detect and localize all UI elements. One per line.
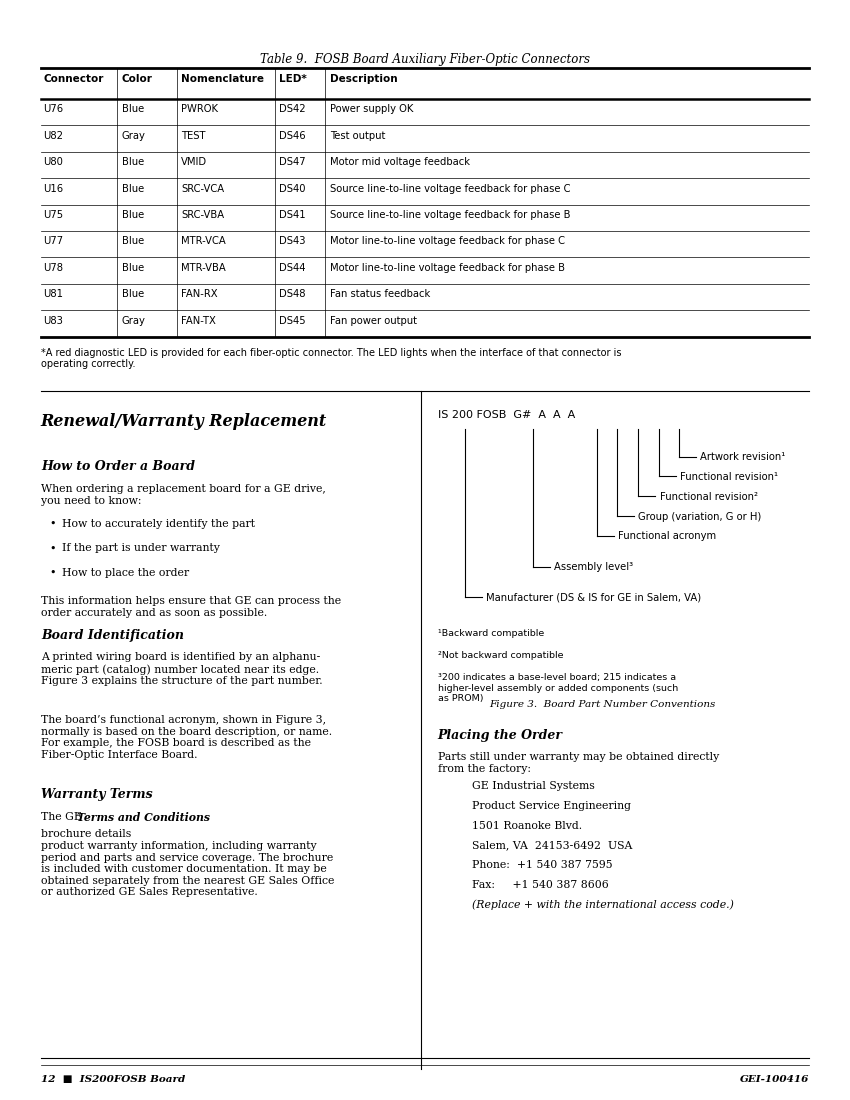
Text: How to place the order: How to place the order — [62, 568, 190, 578]
Text: GE Industrial Systems: GE Industrial Systems — [472, 781, 594, 791]
Text: Fax:     +1 540 387 8606: Fax: +1 540 387 8606 — [472, 880, 609, 890]
Text: FAN-TX: FAN-TX — [181, 316, 216, 326]
Text: Description: Description — [330, 74, 398, 84]
Text: Artwork revision¹: Artwork revision¹ — [700, 452, 785, 462]
Text: DS48: DS48 — [279, 289, 305, 299]
Text: Blue: Blue — [122, 236, 144, 246]
Text: U78: U78 — [43, 263, 64, 273]
Text: If the part is under warranty: If the part is under warranty — [62, 543, 220, 553]
Text: Placing the Order: Placing the Order — [438, 729, 563, 743]
Text: Nomenclature: Nomenclature — [181, 74, 264, 84]
Text: Power supply OK: Power supply OK — [330, 104, 413, 114]
Text: ³200 indicates a base-level board; 215 indicates a
higher-level assembly or adde: ³200 indicates a base-level board; 215 i… — [438, 673, 678, 703]
Text: Salem, VA  24153-6492  USA: Salem, VA 24153-6492 USA — [472, 840, 632, 850]
Text: ²Not backward compatible: ²Not backward compatible — [438, 651, 564, 660]
Text: *A red diagnostic LED is provided for each fiber-optic connector. The LED lights: *A red diagnostic LED is provided for ea… — [41, 348, 621, 370]
Text: PWROK: PWROK — [181, 104, 218, 114]
Text: Blue: Blue — [122, 289, 144, 299]
Text: U81: U81 — [43, 289, 64, 299]
Text: Color: Color — [122, 74, 152, 84]
Text: How to accurately identify the part: How to accurately identify the part — [62, 519, 255, 529]
Text: Test output: Test output — [330, 131, 385, 141]
Text: How to Order a Board: How to Order a Board — [41, 460, 195, 473]
Text: SRC-VBA: SRC-VBA — [181, 210, 224, 220]
Text: •: • — [49, 519, 56, 529]
Text: •: • — [49, 568, 56, 578]
Text: Manufacturer (DS & IS for GE in Salem, VA): Manufacturer (DS & IS for GE in Salem, V… — [486, 593, 701, 603]
Text: The GE: The GE — [41, 812, 85, 822]
Text: Blue: Blue — [122, 184, 144, 194]
Text: 12  ■  IS200FOSB Board: 12 ■ IS200FOSB Board — [41, 1075, 185, 1084]
Text: MTR-VBA: MTR-VBA — [181, 263, 226, 273]
Text: Group (variation, G or H): Group (variation, G or H) — [638, 512, 762, 521]
Text: Functional acronym: Functional acronym — [618, 531, 716, 541]
Text: TEST: TEST — [181, 131, 206, 141]
Text: Warranty Terms: Warranty Terms — [41, 788, 152, 801]
Text: The board’s functional acronym, shown in Figure 3,
normally is based on the boar: The board’s functional acronym, shown in… — [41, 715, 332, 760]
Text: Table 9.  FOSB Board Auxiliary Fiber-Optic Connectors: Table 9. FOSB Board Auxiliary Fiber-Opti… — [260, 53, 590, 66]
Text: SRC-VCA: SRC-VCA — [181, 184, 224, 194]
Text: Blue: Blue — [122, 210, 144, 220]
Text: (Replace + with the international access code.): (Replace + with the international access… — [472, 900, 734, 911]
Text: FAN-RX: FAN-RX — [181, 289, 218, 299]
Text: U77: U77 — [43, 236, 64, 246]
Text: DS44: DS44 — [279, 263, 305, 273]
Text: Functional revision²: Functional revision² — [660, 492, 757, 502]
Text: U75: U75 — [43, 210, 64, 220]
Text: Fan power output: Fan power output — [330, 316, 416, 326]
Text: Board Identification: Board Identification — [41, 629, 184, 642]
Text: Parts still under warranty may be obtained directly
from the factory:: Parts still under warranty may be obtain… — [438, 752, 719, 774]
Text: DS40: DS40 — [279, 184, 305, 194]
Text: Assembly level³: Assembly level³ — [554, 562, 633, 572]
Text: U80: U80 — [43, 157, 63, 167]
Text: Gray: Gray — [122, 131, 145, 141]
Text: U82: U82 — [43, 131, 64, 141]
Text: U83: U83 — [43, 316, 63, 326]
Text: Blue: Blue — [122, 157, 144, 167]
Text: brochure details
product warranty information, including warranty
period and par: brochure details product warranty inform… — [41, 829, 334, 898]
Text: GEI-100416: GEI-100416 — [740, 1075, 809, 1084]
Text: Functional revision¹: Functional revision¹ — [680, 472, 778, 482]
Text: Terms and Conditions: Terms and Conditions — [76, 812, 209, 823]
Text: MTR-VCA: MTR-VCA — [181, 236, 226, 246]
Text: DS45: DS45 — [279, 316, 305, 326]
Text: Source line-to-line voltage feedback for phase B: Source line-to-line voltage feedback for… — [330, 210, 570, 220]
Text: DS41: DS41 — [279, 210, 305, 220]
Text: DS46: DS46 — [279, 131, 305, 141]
Text: DS43: DS43 — [279, 236, 305, 246]
Text: Gray: Gray — [122, 316, 145, 326]
Text: Blue: Blue — [122, 104, 144, 114]
Text: •: • — [49, 543, 56, 553]
Text: DS42: DS42 — [279, 104, 305, 114]
Text: IS 200 FOSB  G#  A  A  A: IS 200 FOSB G# A A A — [438, 410, 575, 420]
Text: A printed wiring board is identified by an alphanu-
meric part (catalog) number : A printed wiring board is identified by … — [41, 652, 322, 686]
Text: Motor line-to-line voltage feedback for phase B: Motor line-to-line voltage feedback for … — [330, 263, 564, 273]
Text: U76: U76 — [43, 104, 64, 114]
Text: This information helps ensure that GE can process the
order accurately and as so: This information helps ensure that GE ca… — [41, 596, 341, 618]
Text: ¹Backward compatible: ¹Backward compatible — [438, 629, 544, 638]
Text: VMID: VMID — [181, 157, 207, 167]
Text: 1501 Roanoke Blvd.: 1501 Roanoke Blvd. — [472, 821, 582, 830]
Text: When ordering a replacement board for a GE drive,
you need to know:: When ordering a replacement board for a … — [41, 484, 326, 506]
Text: Product Service Engineering: Product Service Engineering — [472, 801, 631, 811]
Text: Figure 3.  Board Part Number Conventions: Figure 3. Board Part Number Conventions — [489, 700, 715, 708]
Text: U16: U16 — [43, 184, 64, 194]
Text: Source line-to-line voltage feedback for phase C: Source line-to-line voltage feedback for… — [330, 184, 570, 194]
Text: Fan status feedback: Fan status feedback — [330, 289, 430, 299]
Text: LED*: LED* — [279, 74, 307, 84]
Text: Motor line-to-line voltage feedback for phase C: Motor line-to-line voltage feedback for … — [330, 236, 564, 246]
Text: Phone:  +1 540 387 7595: Phone: +1 540 387 7595 — [472, 860, 612, 870]
Text: DS47: DS47 — [279, 157, 305, 167]
Text: Blue: Blue — [122, 263, 144, 273]
Text: Motor mid voltage feedback: Motor mid voltage feedback — [330, 157, 470, 167]
Text: Renewal/Warranty Replacement: Renewal/Warranty Replacement — [41, 412, 327, 429]
Text: Connector: Connector — [43, 74, 104, 84]
